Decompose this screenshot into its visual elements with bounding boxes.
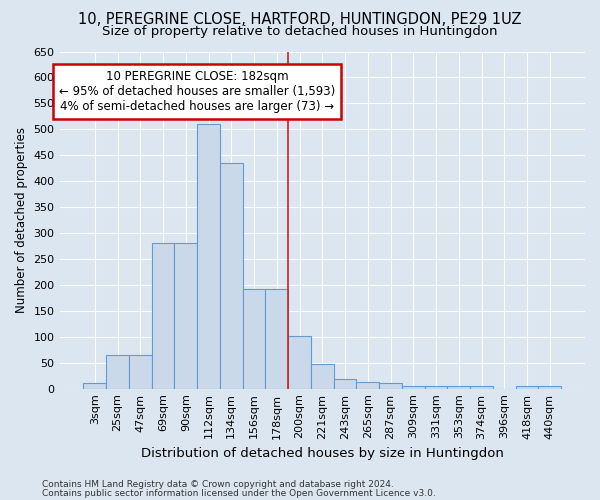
Bar (242, 289, 265, 388)
Text: 10 PEREGRINE CLOSE: 182sqm
← 95% of detached houses are smaller (1,593)
4% of se: 10 PEREGRINE CLOSE: 182sqm ← 95% of deta… (59, 70, 335, 112)
Bar (515, 386, 538, 388)
Bar (311, 364, 334, 388)
Text: Contains HM Land Registry data © Crown copyright and database right 2024.: Contains HM Land Registry data © Crown c… (42, 480, 394, 489)
Bar (379, 384, 402, 388)
Bar (152, 244, 175, 388)
Text: 10, PEREGRINE CLOSE, HARTFORD, HUNTINGDON, PE29 1UZ: 10, PEREGRINE CLOSE, HARTFORD, HUNTINGDO… (78, 12, 522, 28)
Bar (334, 380, 356, 388)
Bar (129, 355, 152, 388)
Bar (175, 244, 197, 388)
Bar (470, 386, 493, 388)
Y-axis label: Number of detached properties: Number of detached properties (15, 127, 28, 313)
Bar (538, 386, 561, 388)
Bar (448, 386, 470, 388)
Bar (106, 355, 129, 388)
Text: Size of property relative to detached houses in Huntingdon: Size of property relative to detached ho… (102, 25, 498, 38)
Bar (83, 384, 106, 388)
X-axis label: Distribution of detached houses by size in Huntingdon: Distribution of detached houses by size … (141, 447, 504, 460)
Text: Contains public sector information licensed under the Open Government Licence v3: Contains public sector information licen… (42, 488, 436, 498)
Bar (402, 386, 425, 388)
Bar (220, 163, 242, 388)
Bar (197, 124, 220, 388)
Bar (425, 386, 448, 388)
Bar (265, 289, 288, 388)
Bar (356, 382, 379, 388)
Bar (288, 336, 311, 388)
